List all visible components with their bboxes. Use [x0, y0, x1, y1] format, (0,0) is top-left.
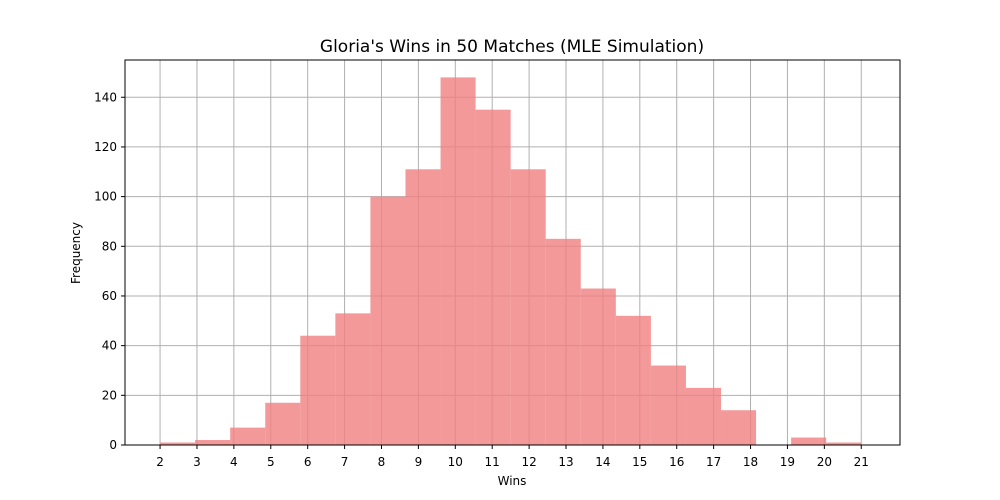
x-tick-label: 14 [595, 455, 610, 469]
x-tick-label: 2 [156, 455, 164, 469]
histogram-bar [721, 410, 757, 445]
histogram-bar [300, 335, 336, 445]
histogram-bar [791, 437, 827, 445]
y-tick-label: 20 [102, 388, 117, 402]
histogram-bar [615, 315, 651, 445]
x-tick-label: 20 [817, 455, 832, 469]
histogram-bar [370, 196, 406, 445]
histogram-bar [265, 402, 301, 445]
x-tick-label: 11 [485, 455, 500, 469]
y-tick-label: 0 [109, 438, 117, 452]
histogram-bar [230, 427, 266, 445]
y-tick-label: 120 [94, 140, 117, 154]
x-axis-label: Wins [498, 474, 527, 488]
plot-frame [124, 59, 901, 446]
x-tick-label: 5 [267, 455, 275, 469]
y-tick-label: 60 [102, 289, 117, 303]
histogram-bar [510, 169, 546, 445]
y-tick-label: 100 [94, 190, 117, 204]
x-tick-label: 10 [448, 455, 463, 469]
x-tick-label: 18 [743, 455, 758, 469]
y-tick-label: 80 [102, 239, 117, 253]
histogram-bar [160, 442, 196, 445]
x-tick-label: 6 [304, 455, 312, 469]
x-tick-label: 12 [521, 455, 536, 469]
histogram-bar [195, 440, 231, 445]
x-tick-label: 4 [230, 455, 238, 469]
x-tick-label: 17 [706, 455, 721, 469]
y-tick-label: 40 [102, 339, 117, 353]
x-tick-label: 3 [193, 455, 201, 469]
histogram-bar [545, 238, 581, 445]
x-tick-label: 19 [780, 455, 795, 469]
bars [160, 77, 862, 446]
histogram-bar [405, 169, 441, 445]
x-tick-label: 7 [341, 455, 349, 469]
chart-title: Gloria's Wins in 50 Matches (MLE Simulat… [320, 37, 704, 57]
histogram-bar [475, 109, 511, 445]
x-tick-label: 16 [669, 455, 684, 469]
x-tick-label: 21 [854, 455, 869, 469]
y-axis-label: Frequency [69, 222, 83, 284]
x-tick-label: 8 [378, 455, 386, 469]
histogram-bar [440, 77, 476, 446]
histogram-bar [685, 387, 722, 445]
histogram-bar [580, 288, 616, 445]
x-tick-label: 13 [558, 455, 573, 469]
y-tick-label: 140 [94, 90, 117, 104]
histogram-bar [826, 442, 862, 445]
histogram-bar [650, 365, 686, 445]
y-axis-ticks: 0 20 40 60 80 100 120 140 [94, 90, 125, 452]
histogram-bar [335, 313, 371, 445]
x-tick-label: 15 [632, 455, 647, 469]
x-axis-ticks: 2 3 4 5 6 7 8 9 10 11 12 13 14 15 16 17 18 19 20 21 [156, 445, 869, 469]
x-tick-label: 9 [415, 455, 423, 469]
